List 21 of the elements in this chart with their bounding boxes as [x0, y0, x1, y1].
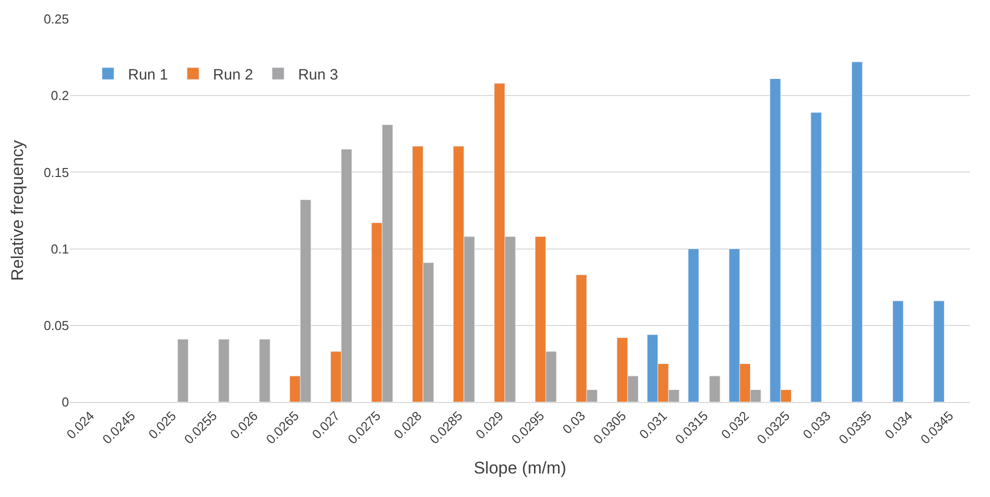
y-tick-label: 0.1 [50, 241, 69, 256]
bar [709, 376, 720, 402]
y-tick-label: 0.15 [44, 164, 69, 180]
bar [688, 248, 700, 402]
bar [810, 112, 822, 402]
bar [259, 338, 270, 402]
legend-label: Run 1 [128, 66, 168, 84]
bar [218, 338, 230, 402]
bar [933, 300, 944, 402]
legend-label: Run 3 [298, 66, 338, 84]
y-tick-label: 0.05 [44, 318, 69, 333]
x-tick-label: 0.03 [560, 408, 588, 437]
y-axis-title: Relative frequency [8, 140, 28, 281]
y-tick-label: 0.25 [44, 12, 69, 27]
y-tick-label: 0.2 [50, 88, 69, 104]
bar [177, 338, 188, 402]
legend-label: Run 2 [213, 66, 254, 84]
y-tick-label: 0 [62, 394, 69, 410]
bar [892, 300, 904, 402]
bar [852, 62, 863, 402]
x-axis-title: Slope (m/m) [474, 458, 566, 478]
